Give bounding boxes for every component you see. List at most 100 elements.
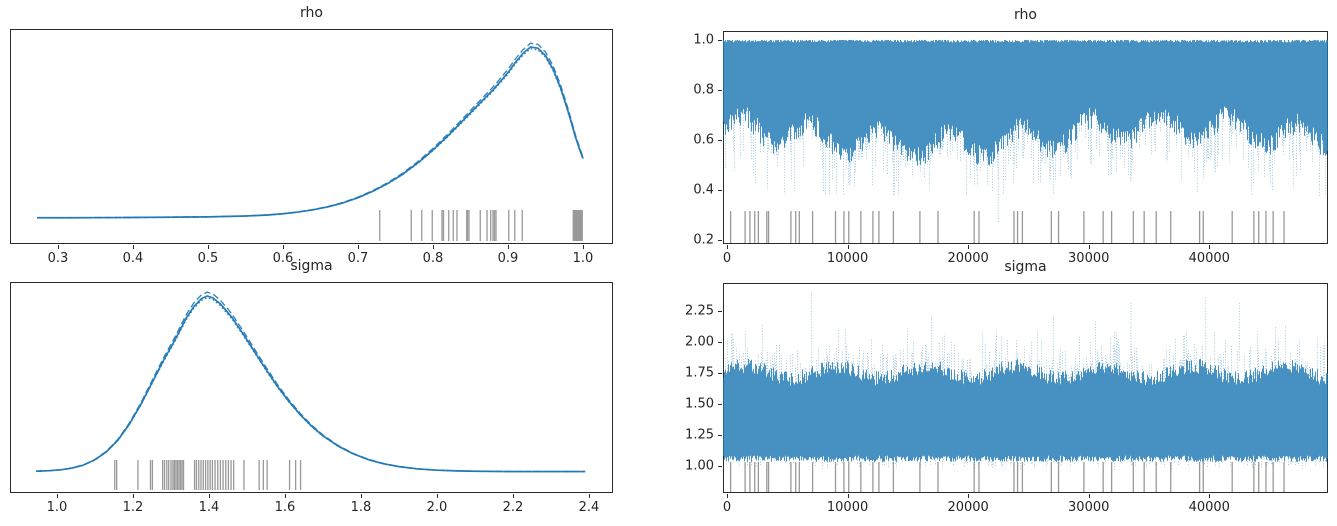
x-tick-label: 0.6	[272, 251, 294, 266]
x-tick-label: 10000	[826, 500, 869, 515]
axes-frame	[10, 282, 613, 493]
kde-plot-canvas	[37, 42, 584, 241]
tick-mark	[718, 466, 722, 467]
tick-mark	[718, 373, 722, 374]
tick-mark	[718, 190, 722, 191]
tick-mark	[1088, 494, 1090, 498]
kde-curve	[37, 46, 584, 219]
axes-frame	[10, 29, 613, 244]
tick-mark	[283, 245, 284, 249]
tick-mark	[358, 245, 359, 249]
tick-mark	[57, 494, 58, 498]
y-tick-label: 1.50	[685, 396, 714, 412]
x-tick-label: 1.0	[46, 500, 68, 515]
x-tick-label: 2.0	[426, 500, 448, 515]
rug-marks	[114, 460, 302, 490]
tick-mark	[727, 494, 728, 498]
axes-frame	[723, 283, 1328, 493]
plot-title-sigma-density: sigma	[290, 258, 333, 274]
x-tick-label: 1.0	[572, 251, 594, 266]
x-tick-label: 1.8	[350, 500, 372, 515]
y-tick-label: 1.00	[685, 458, 714, 474]
tick-mark	[208, 245, 209, 249]
tick-mark	[847, 245, 849, 249]
tick-mark	[718, 240, 722, 241]
tick-mark	[1209, 245, 1211, 249]
rug-marks	[729, 462, 1285, 492]
x-tick-label: 1.4	[198, 500, 220, 515]
x-tick-label: 0	[722, 251, 732, 266]
x-tick-label: 0.9	[497, 251, 519, 266]
trace-spikes	[723, 107, 1326, 223]
tick-mark	[209, 494, 210, 498]
tick-mark	[718, 140, 722, 141]
x-tick-label: 1.6	[274, 500, 296, 515]
y-tick-label: 2.00	[685, 334, 714, 350]
tick-mark	[133, 494, 134, 498]
y-tick-label: 0.4	[693, 182, 714, 198]
x-tick-label: 0.5	[197, 251, 219, 266]
y-tick-label: 0.8	[693, 82, 714, 98]
trace-spikes	[723, 292, 1326, 470]
tick-mark	[718, 40, 722, 41]
trace-plot-canvas	[723, 292, 1328, 492]
tick-mark	[847, 494, 849, 498]
x-tick-label: 40000	[1188, 500, 1230, 515]
y-tick-label: 1.75	[685, 365, 714, 381]
x-tick-label: 0.3	[47, 251, 69, 266]
x-tick-label: 20000	[947, 500, 989, 515]
kde-curve	[37, 48, 584, 219]
trace-band	[723, 358, 1328, 462]
y-tick-label: 1.25	[685, 427, 714, 443]
tick-mark	[285, 494, 286, 498]
x-tick-label: 20000	[947, 251, 989, 266]
tick-mark	[433, 245, 434, 249]
tick-mark	[133, 245, 134, 249]
tick-mark	[718, 435, 722, 436]
trace-band	[723, 40, 1328, 166]
kde-curve	[36, 291, 586, 473]
plot-title-sigma-trace: sigma	[1004, 259, 1047, 275]
y-tick-label: 1.0	[693, 32, 714, 48]
tick-mark	[1209, 494, 1211, 498]
x-tick-label: 30000	[1068, 500, 1110, 515]
tick-mark	[361, 494, 362, 498]
x-tick-label: 0.4	[122, 251, 144, 266]
tick-mark	[727, 245, 728, 249]
tick-mark	[437, 494, 438, 498]
tick-mark	[513, 494, 514, 498]
kde-curve	[37, 42, 584, 219]
x-tick-label: 1.2	[122, 500, 144, 515]
x-tick-label: 0.8	[422, 251, 444, 266]
y-tick-label: 0.2	[693, 232, 714, 248]
plot-title-rho-trace: rho	[1014, 7, 1037, 23]
x-tick-label: 10000	[826, 251, 869, 266]
x-tick-label: 30000	[1068, 251, 1110, 266]
kde-plot-canvas	[36, 291, 586, 490]
x-tick-label: 40000	[1188, 251, 1230, 266]
kde-curve	[36, 295, 586, 473]
tick-mark	[718, 90, 722, 91]
kde-curve	[36, 297, 586, 473]
tick-mark	[1088, 245, 1090, 249]
rug-marks	[729, 211, 1285, 243]
x-tick-label: 0	[722, 500, 732, 515]
tick-mark	[589, 494, 590, 498]
tick-mark	[58, 245, 59, 249]
rug-marks	[379, 210, 583, 241]
x-tick-label: 2.4	[578, 500, 600, 515]
plot-title-rho-density: rho	[300, 5, 323, 21]
tick-mark	[718, 404, 722, 405]
tick-mark	[583, 245, 584, 249]
axes-frame	[723, 31, 1328, 244]
x-tick-label: 2.2	[502, 500, 524, 515]
trace-plot-canvas	[723, 40, 1328, 243]
tick-mark	[718, 311, 722, 312]
tick-mark	[718, 342, 722, 343]
tick-mark	[968, 494, 970, 498]
